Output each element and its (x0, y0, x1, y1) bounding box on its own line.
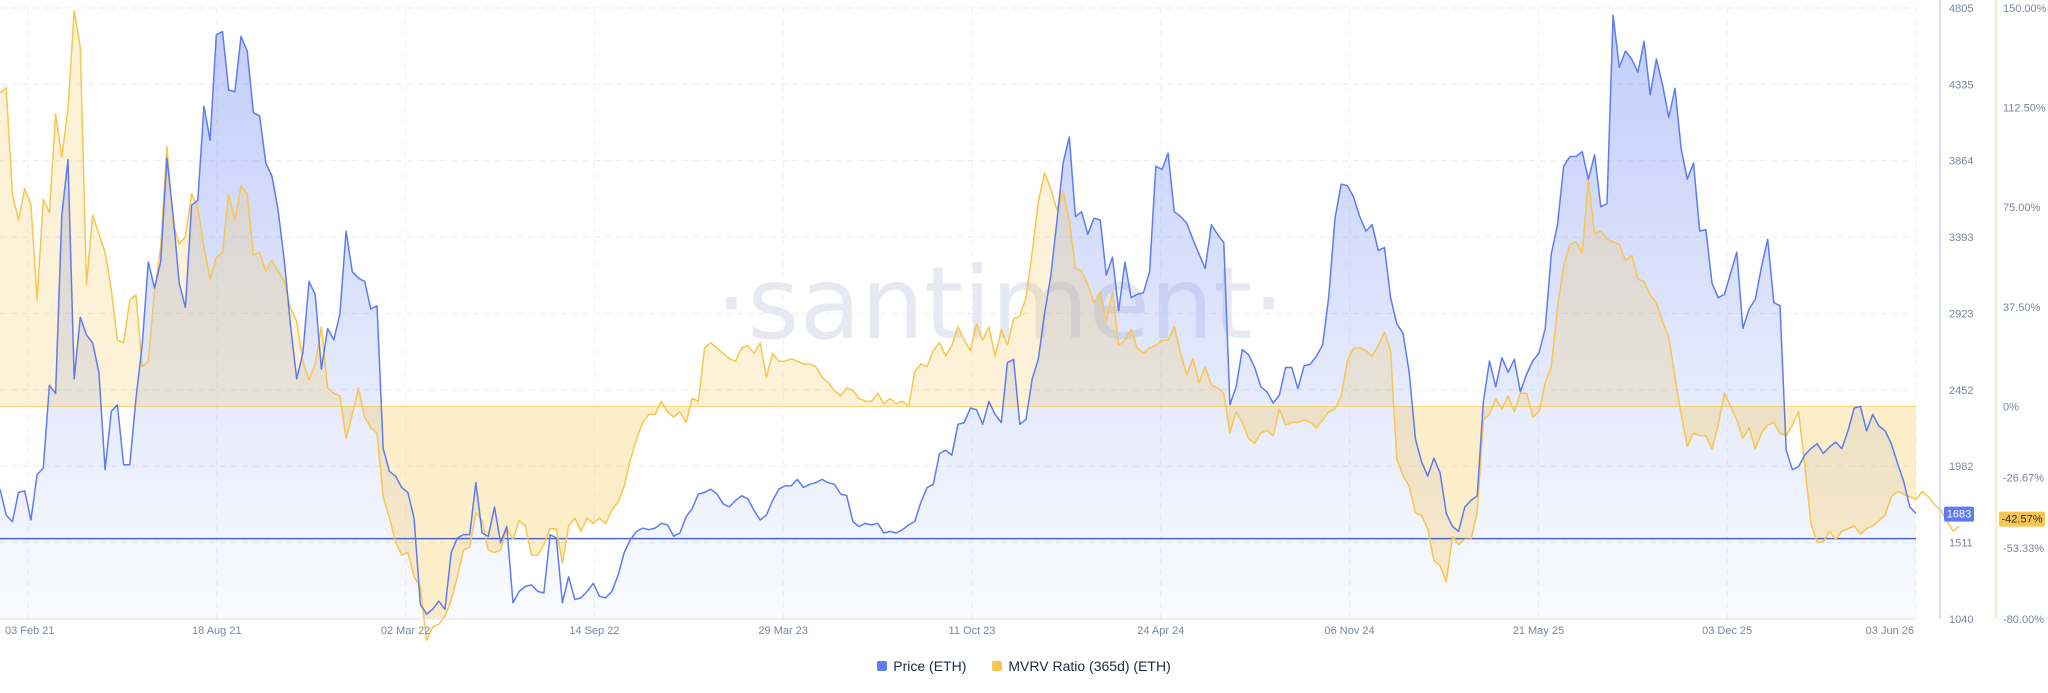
y-left-tick-label: 2452 (1949, 385, 1973, 397)
x-tick-label: 14 Sep 22 (569, 625, 619, 637)
y-left-tick-label: 3864 (1949, 156, 1973, 168)
price-line (0, 14, 1917, 615)
y-right-tick-label: -80.00% (2003, 614, 2044, 626)
y-left-tick-label: 3393 (1949, 232, 1973, 244)
y-right-tick-label: 112.50% (2003, 103, 2046, 115)
y-left-tick-label: 4805 (1949, 3, 1973, 15)
y-left-tick-label: 1982 (1949, 461, 1973, 473)
price-area (0, 15, 1916, 620)
series-lines (0, 9, 1960, 642)
y-right-tick-label: 0% (2003, 401, 2019, 413)
legend-item-price[interactable]: Price (ETH) (877, 658, 966, 674)
y-left-tick-label: 2923 (1949, 308, 1973, 320)
y-right-tick-label: 75.00% (2003, 202, 2041, 214)
x-tick-label: 06 Nov 24 (1325, 625, 1375, 637)
y-right-tick-label: -53.33% (2003, 543, 2044, 555)
mvrv-area-negative (341, 407, 1916, 619)
mvrv-current-badge (1999, 511, 2045, 527)
y-right-tick-label: -26.67% (2003, 472, 2044, 484)
x-tick-label: 18 Aug 21 (192, 625, 242, 637)
mvrv-line (0, 9, 1960, 642)
x-tick-label: 03 Jun 26 (1866, 625, 1914, 637)
mvrv-current-value: -42.57% (2002, 514, 2043, 526)
x-tick-label: 03 Dec 25 (1702, 625, 1752, 637)
y-left-tick-label: 1040 (1949, 614, 1973, 626)
legend: Price (ETH) MVRV Ratio (365d) (ETH) (0, 658, 2048, 674)
x-tick-label: 29 Mar 23 (758, 625, 808, 637)
legend-price-label: Price (ETH) (893, 658, 967, 674)
y-left-tick-label: 4335 (1949, 79, 1973, 91)
y-left-tick-label: 1511 (1949, 538, 1973, 550)
x-tick-label: 02 Mar 22 (381, 625, 431, 637)
axes: 4805 4335 3864 3393 2923 2452 1982 1511 1040 150.… (0, 0, 2047, 637)
legend-mvrv-label: MVRV Ratio (365d) (ETH) (1008, 658, 1171, 674)
x-tick-label: 11 Oct 23 (949, 625, 996, 637)
price-current-badge (1944, 506, 1974, 522)
x-tick-label: 24 Apr 24 (1137, 625, 1184, 637)
price-swatch-icon (877, 661, 888, 671)
y-right-tick-label: 150.00% (2003, 3, 2047, 15)
legend-item-mvrv[interactable]: MVRV Ratio (365d) (ETH) (992, 658, 1171, 674)
x-tick-label: 03 Feb 21 (5, 625, 55, 637)
y-right-tick-label: 37.50% (2003, 302, 2041, 314)
x-tick-label: 21 May 25 (1513, 625, 1564, 637)
price-current-value: 1683 (1947, 509, 1971, 521)
mvrv-swatch-icon (992, 661, 1003, 671)
